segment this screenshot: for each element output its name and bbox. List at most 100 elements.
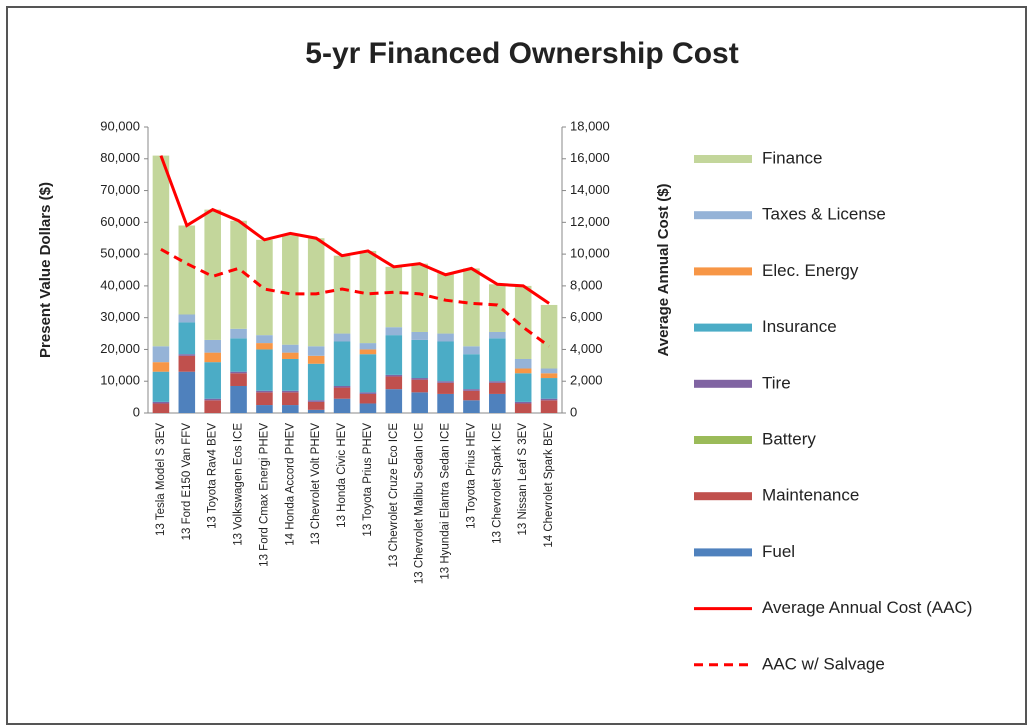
bar-segment	[540, 373, 558, 379]
legend-label: Average Annual Cost (AAC)	[762, 598, 972, 617]
bar-segment	[489, 331, 506, 339]
bar-segment	[489, 338, 506, 382]
bar-segment	[540, 398, 558, 401]
bar-segment	[385, 374, 403, 377]
legend-label: Maintenance	[762, 486, 859, 505]
bar-segment	[411, 339, 428, 379]
bar-segment	[385, 327, 403, 336]
bar-segment	[359, 392, 377, 394]
y2-tick-label: 14,000	[570, 182, 610, 197]
line-series	[160, 248, 550, 348]
y2-tick-label: 6,000	[570, 309, 603, 324]
legend-swatch	[694, 323, 752, 332]
bar-segment	[178, 314, 196, 323]
bar-segment	[204, 209, 221, 340]
bar-segment	[307, 238, 325, 347]
bar-segment	[540, 368, 558, 374]
y-tick-label: 0	[133, 404, 140, 419]
bar-segment	[411, 392, 428, 413]
bar-segment	[204, 352, 221, 363]
bar-segment	[333, 341, 351, 386]
bar-segment	[282, 352, 299, 359]
bar-segment	[282, 392, 299, 406]
bar-segment	[230, 220, 247, 329]
bar-segment	[256, 343, 273, 350]
bar-segment	[178, 225, 196, 315]
bar-segment	[359, 403, 377, 413]
bar-segment	[256, 392, 273, 406]
bar-segment	[333, 398, 351, 413]
legend-swatch	[694, 379, 752, 388]
bar-segment	[463, 400, 480, 413]
legend-label: Insurance	[762, 317, 837, 336]
bar-segment	[489, 382, 506, 394]
y2-tick-label: 2,000	[570, 373, 603, 388]
bar-segment	[540, 378, 558, 399]
bar-segment	[307, 400, 325, 402]
y-tick-label: 10,000	[100, 373, 140, 388]
y2-axis-title: Average Annual Cost ($)	[655, 183, 672, 356]
legend-label: Elec. Energy	[762, 261, 859, 280]
y-tick-label: 60,000	[100, 214, 140, 229]
x-tick-label: 13 Chevrolet Malibu Sedan ICE	[414, 423, 426, 584]
x-tick-label: 13 Hyundai Elantra Sedan ICE	[440, 423, 452, 580]
y2-tick-label: 4,000	[570, 341, 603, 356]
bar-segment	[333, 255, 351, 334]
bar-segment	[514, 403, 532, 413]
legend-label: Finance	[762, 148, 822, 167]
bar-segment	[437, 393, 454, 413]
bar-segment	[256, 390, 273, 393]
bar-segment	[282, 235, 299, 345]
y-tick-label: 40,000	[100, 277, 140, 292]
bar-segment	[256, 405, 273, 413]
bar-segment	[411, 263, 428, 332]
legend-label: Tire	[762, 373, 791, 392]
x-tick-label: 13 Chevrolet Spark ICE	[491, 423, 503, 544]
bar-segment	[152, 401, 170, 404]
legend-swatch	[694, 548, 752, 557]
bar-segment	[411, 379, 428, 393]
bar-segment	[437, 333, 454, 342]
y-tick-label: 30,000	[100, 309, 140, 324]
bar-segment	[204, 339, 221, 353]
bar-segment	[463, 346, 480, 355]
x-tick-label: 13 Volkswagen Eos ICE	[233, 423, 245, 546]
bar-segment	[178, 371, 196, 413]
bar-segment	[204, 400, 221, 413]
x-tick-label: 13 Honda Civic HEV	[336, 423, 348, 528]
bar-segment	[204, 398, 221, 401]
x-tick-label: 13 Tesla Model S 3EV	[155, 423, 167, 536]
bar-segment	[540, 400, 558, 413]
x-tick-label: 13 Toyota Rav4 BEV	[207, 423, 219, 529]
x-tick-label: 13 Toyota Prius HEV	[465, 423, 477, 529]
y2-tick-label: 18,000	[570, 118, 610, 133]
bar-segment	[307, 401, 325, 410]
bar-segment	[152, 371, 170, 402]
bar-segment	[230, 385, 247, 413]
y-tick-label: 90,000	[100, 118, 140, 133]
y-tick-label: 20,000	[100, 341, 140, 356]
y-tick-label: 50,000	[100, 246, 140, 261]
bar-segment	[152, 403, 170, 413]
legend-swatch	[694, 211, 752, 220]
bar-segment	[359, 354, 377, 393]
bar-segment	[437, 341, 454, 382]
bar-segment	[463, 389, 480, 391]
bar-segment	[437, 382, 454, 394]
x-tick-label: 13 Ford E150 Van FFV	[181, 423, 193, 541]
x-tick-label: 13 Toyota Prius PHEV	[362, 423, 374, 537]
y2-tick-label: 16,000	[570, 150, 610, 165]
bar-segment	[489, 381, 506, 383]
bar-segment	[333, 385, 351, 388]
bar-segment	[152, 346, 170, 363]
y-tick-label: 70,000	[100, 182, 140, 197]
bar-segment	[307, 355, 325, 364]
bar-segment	[411, 331, 428, 340]
legend-label: Fuel	[762, 542, 795, 561]
bar-segment	[463, 354, 480, 390]
bar-segment	[514, 285, 532, 359]
legend-swatch	[694, 492, 752, 501]
bar-segment	[359, 393, 377, 404]
y2-tick-label: 12,000	[570, 214, 610, 229]
